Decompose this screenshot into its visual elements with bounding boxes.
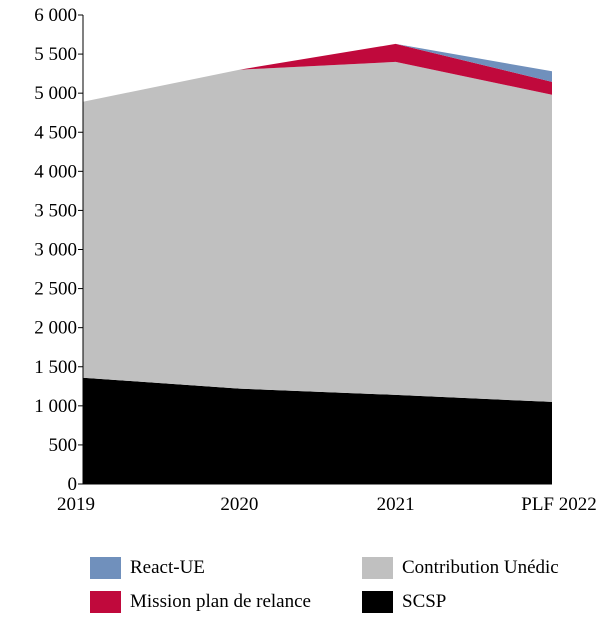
- y-tick-label: 0: [68, 474, 78, 495]
- legend-label: SCSP: [402, 591, 447, 612]
- legend-mission-plan-de-relance: Mission plan de relance: [90, 591, 311, 613]
- legend-label: Mission plan de relance: [130, 591, 311, 612]
- y-tick-label: 3 000: [34, 240, 77, 261]
- y-tick-label: 1 000: [34, 396, 77, 417]
- y-tick-label: 5 500: [34, 44, 77, 65]
- legend-label: Contribution Unédic: [402, 557, 559, 578]
- y-tick-label: 5 000: [34, 83, 77, 104]
- x-tick-label: 2020: [220, 494, 258, 515]
- legend-label: React-UE: [130, 557, 205, 578]
- y-tick-label: 2 500: [34, 279, 77, 300]
- y-tick-label: 500: [49, 435, 78, 456]
- legend-swatch: [90, 557, 121, 579]
- x-tick-label: 2021: [377, 494, 415, 515]
- legend-scsp: SCSP: [362, 591, 446, 613]
- legend-react-ue: React-UE: [90, 557, 205, 579]
- stacked-area-chart: 0 500 1 000 1 500 2 000 2 500 3 000 3 500 4 000 4…: [34, 5, 597, 515]
- y-tick-label: 6 000: [34, 5, 77, 26]
- x-tick-label: 2019: [57, 494, 95, 515]
- legend-contribution-unedic: Contribution Unédic: [362, 557, 559, 579]
- y-tick-label: 2 000: [34, 318, 77, 339]
- legend-swatch: [362, 591, 393, 613]
- legend-swatch: [362, 557, 393, 579]
- legend-swatch: [90, 591, 121, 613]
- y-tick-label: 3 500: [34, 200, 77, 221]
- x-tick-label: PLF 2022: [521, 494, 597, 515]
- area-mission-plan-de-relance: [83, 43, 552, 102]
- y-tick-label: 1 500: [34, 357, 77, 378]
- area-scsp: [83, 377, 552, 484]
- y-tick-label: 4 000: [34, 161, 77, 182]
- area-contribution-un-dic: [83, 61, 552, 402]
- y-tick-label: 4 500: [34, 122, 77, 143]
